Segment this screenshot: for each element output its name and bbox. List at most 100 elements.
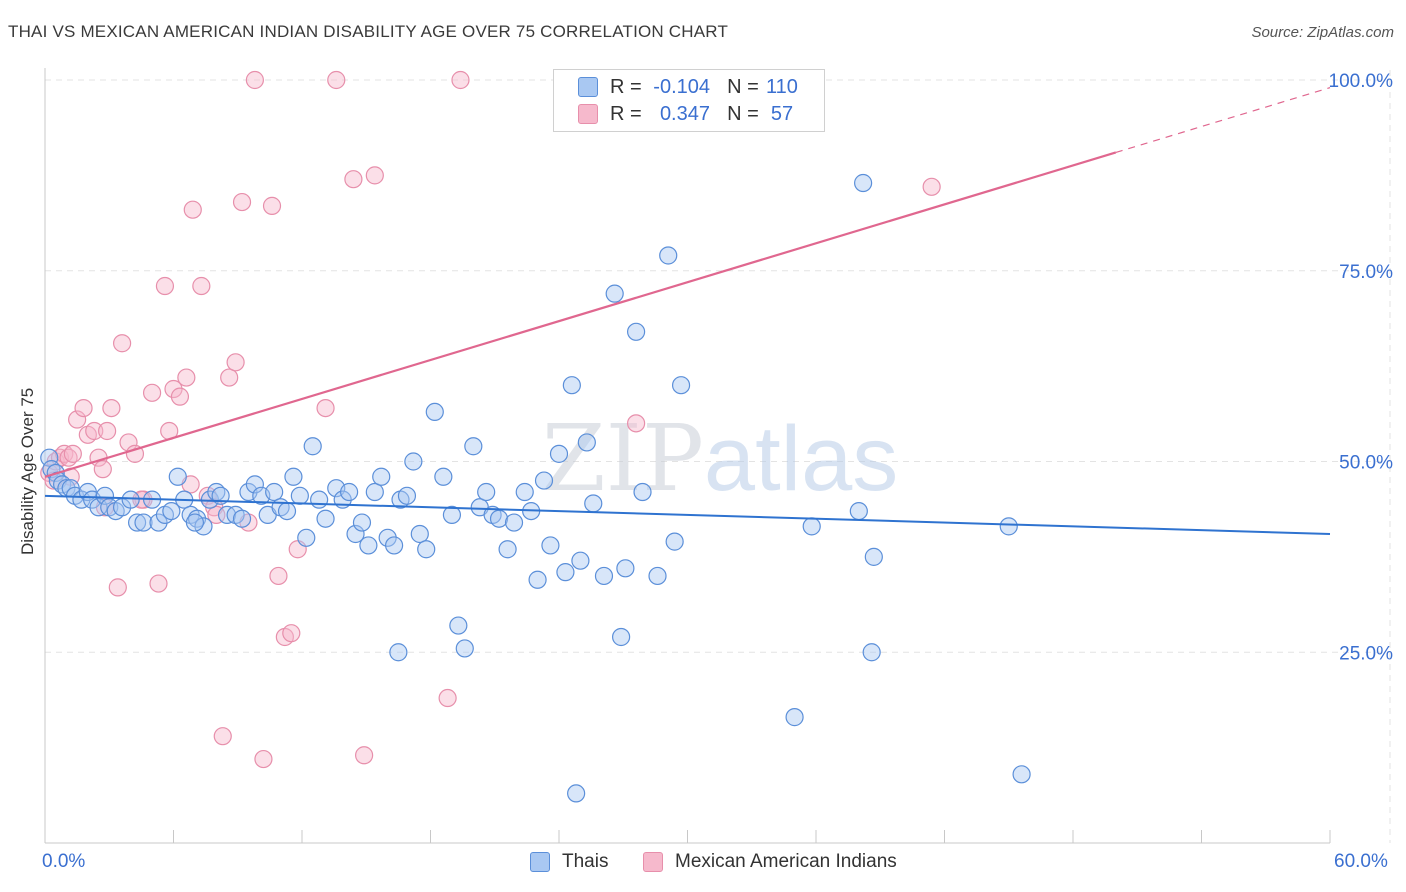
watermark: ZIPatlas [542,405,899,512]
mexican-point [451,70,470,90]
mexican-point [922,177,941,196]
thai-point [862,643,881,662]
thai-point [659,246,678,265]
mexican-point [192,276,211,296]
thai-point [498,540,517,559]
thai-point [449,616,468,635]
thai-point [185,513,205,532]
thai-point [425,402,444,422]
mexican-point [213,727,232,746]
thai-r-value: -0.104 [653,75,710,98]
thai-point [297,528,316,547]
thai-point [612,627,631,647]
thai-point [442,505,462,525]
thai-point [162,501,181,521]
thai-point [464,437,483,456]
thai-point [504,513,524,532]
thai-point [194,517,213,536]
legend-row-thai: R = -0.104 N = 110 [578,76,802,98]
thais-legend-swatch [530,852,550,872]
thai-point [410,524,429,544]
mexican-legend-label: Mexican American Indians [675,851,897,872]
thai-trend-line [44,494,1331,535]
thai-point [577,433,596,452]
y-tick-label: 25.0% [1339,643,1393,664]
series-mexican-points [40,70,941,769]
x-min-label: 0.0% [42,851,86,872]
mexican-point [164,379,183,399]
trend-lines [44,87,1331,535]
mexican-point [155,276,175,296]
mexican-point [438,688,457,708]
mexican-point [626,414,646,433]
thai-point [434,467,453,486]
y-tick-label: 75.0% [1339,262,1393,283]
thai-point [556,563,575,582]
thai-point [849,501,868,521]
mexican-point [170,387,190,406]
mexican-point [85,421,104,441]
thai-point [605,284,624,303]
stats-legend: R = -0.104 N = 110 R = 0.347 N = 57 [553,69,825,132]
mexican-point [177,368,196,387]
thai-point [571,551,590,570]
mexican-point [262,196,282,215]
series-thai-points [40,173,1031,803]
thai-point [232,509,252,528]
legend-item-mexican: Mexican American Indians [643,851,897,873]
thai-swatch [578,77,598,97]
thai-point [489,509,509,528]
mexican-point [125,444,145,463]
thai-point [1012,765,1031,784]
mexican-point [269,566,288,586]
thai-point [665,532,684,551]
thai-point [549,444,569,463]
mexican-point [149,574,168,593]
mexican-point [102,398,121,418]
thai-point [149,513,168,532]
thai-point [359,536,378,555]
thai-point [303,437,322,456]
mexican-point [68,410,87,429]
thai-point [168,467,187,486]
thai-point [72,490,91,509]
mexican-point [365,166,384,185]
mexican-point [108,578,127,597]
thai-point [455,639,474,658]
mexican-point [63,444,82,463]
thais-legend-label: Thais [562,851,609,872]
thai-point [40,448,59,467]
mexican-point [316,398,335,418]
mexican-point [254,749,273,769]
series-legend: Thais Mexican American Indians [0,851,1406,877]
chart-title: THAI VS MEXICAN AMERICAN INDIAN DISABILI… [8,22,729,41]
thai-n-label: N = [727,75,759,98]
thai-point [404,452,423,471]
thai-point [854,173,873,193]
y-tick-label: 50.0% [1339,453,1393,474]
mexican-point [112,334,132,353]
legend-item-thais: Thais [530,851,608,873]
thai-point [864,547,883,566]
thai-point [245,475,264,494]
mexican-legend-swatch [643,852,663,872]
thai-point [95,486,115,505]
thai-point [648,566,667,586]
axes [44,68,1331,844]
thai-point [671,376,691,395]
legend-row-mexican: R = 0.347 N = 57 [578,103,802,125]
thai-point [477,482,496,502]
y-tick-label: 100.0% [1329,71,1394,92]
thai-point [541,536,560,555]
mexican-point [98,421,117,441]
thai-point [372,467,391,486]
thai-point [134,513,153,532]
watermark-atlas: atlas [704,408,898,510]
thai-point [397,486,417,505]
thai-n-value: 110 [766,75,798,98]
thai-point [310,490,329,509]
thai-point [121,490,140,509]
mexican-point [232,192,252,212]
mexican-swatch [578,104,598,124]
thai-point [389,643,408,662]
